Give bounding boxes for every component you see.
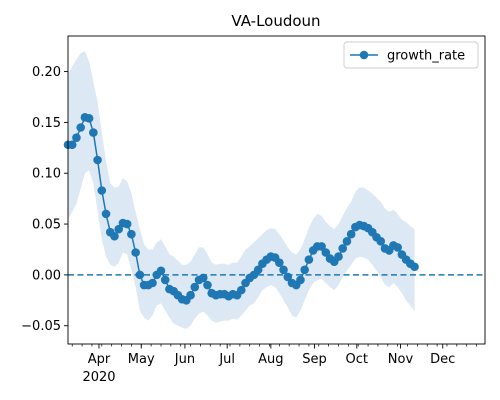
x-tick-label: May bbox=[128, 352, 155, 367]
data-point bbox=[84, 114, 94, 123]
data-point bbox=[334, 252, 343, 261]
legend-marker bbox=[359, 50, 369, 60]
data-point bbox=[304, 255, 314, 264]
x-tick-label: Apr bbox=[88, 352, 111, 367]
data-point bbox=[97, 186, 107, 195]
x-tick-label: Sep bbox=[302, 352, 327, 367]
data-point bbox=[296, 275, 305, 285]
data-point bbox=[127, 229, 136, 239]
data-point bbox=[338, 244, 348, 253]
data-point bbox=[148, 278, 157, 288]
x-tick-label: Jun bbox=[174, 352, 195, 367]
y-tick-label: −0.05 bbox=[21, 319, 61, 334]
y-tick-label: 0.10 bbox=[32, 167, 61, 182]
x-tick-year-label: 2020 bbox=[82, 370, 115, 385]
data-point bbox=[190, 282, 200, 292]
data-point bbox=[72, 133, 81, 142]
data-point bbox=[101, 209, 111, 219]
data-point bbox=[110, 231, 119, 241]
legend: growth_rate bbox=[343, 41, 479, 69]
data-point bbox=[300, 265, 309, 275]
data-point bbox=[156, 266, 166, 276]
legend-label: growth_rate bbox=[387, 49, 465, 64]
x-tick-label: Dec bbox=[430, 352, 455, 367]
data-point bbox=[76, 123, 85, 132]
data-point bbox=[393, 243, 402, 252]
x-tick-label: Oct bbox=[346, 352, 368, 367]
data-point bbox=[376, 237, 386, 246]
data-point bbox=[186, 290, 195, 300]
data-point bbox=[317, 242, 326, 251]
data-point bbox=[122, 219, 132, 229]
data-point bbox=[89, 128, 98, 137]
data-point bbox=[253, 265, 263, 275]
data-point bbox=[346, 229, 356, 239]
plot-frame bbox=[67, 35, 486, 345]
y-tick-label: 0.05 bbox=[32, 218, 61, 233]
data-point bbox=[275, 258, 284, 267]
data-point bbox=[342, 237, 352, 246]
data-point bbox=[198, 273, 208, 283]
data-point bbox=[410, 262, 419, 272]
data-point bbox=[93, 155, 102, 165]
y-tick-label: 0.20 bbox=[32, 65, 61, 80]
data-point bbox=[236, 285, 246, 295]
data-point bbox=[131, 248, 140, 257]
x-tick-label: Aug bbox=[258, 352, 283, 367]
axes: −0.05 0.00 0.05 0.10 0.15 0.20 Apr 2020 May Jun Ju… bbox=[21, 35, 486, 385]
x-tick-label: Jul bbox=[218, 352, 235, 367]
data-point bbox=[114, 224, 124, 234]
data-point bbox=[160, 275, 170, 285]
data-point bbox=[67, 140, 77, 150]
y-tick-label: 0.15 bbox=[32, 116, 61, 131]
plot-area bbox=[63, 51, 485, 329]
legend-box bbox=[343, 41, 479, 69]
data-point bbox=[321, 248, 331, 257]
x-tick-label: Nov bbox=[388, 352, 414, 367]
data-point bbox=[279, 265, 288, 275]
data-point bbox=[203, 280, 212, 290]
y-tick-label: 0.00 bbox=[32, 268, 61, 283]
chart-title: VA-Loudoun bbox=[231, 12, 320, 30]
